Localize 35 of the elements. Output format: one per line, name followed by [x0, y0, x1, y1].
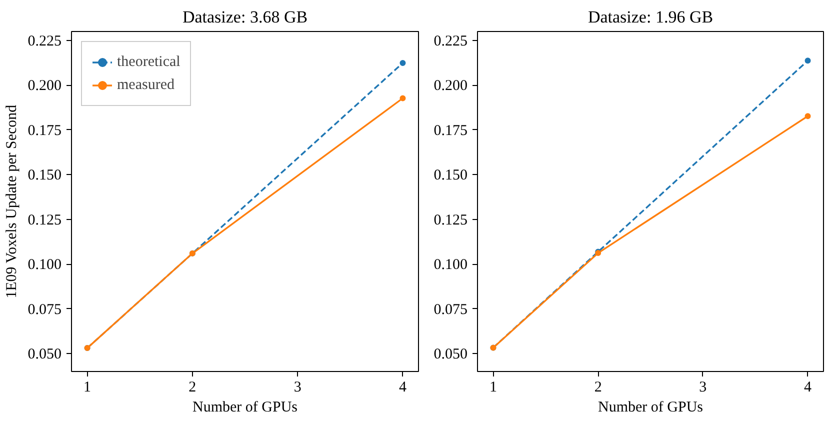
legend-label: measured: [117, 76, 174, 94]
x-tick-label: 3: [699, 380, 707, 396]
chart-title: Datasize: 3.68 GB: [182, 8, 308, 26]
point: [804, 113, 811, 120]
x-axis-title: Number of GPUs: [598, 400, 704, 416]
x-tick-label: 4: [804, 380, 812, 396]
y-tick-label: 0.100: [434, 257, 468, 274]
y-tick-label: 0.150: [28, 168, 62, 184]
x-tick-label: 1: [84, 380, 92, 396]
y-tick-label: 0.150: [434, 168, 468, 184]
y-tick-label: 0.050: [434, 346, 468, 363]
y-tick-label: 0.200: [28, 78, 62, 94]
y-tick-label: 0.125: [434, 212, 468, 228]
x-axis-title: Number of GPUs: [192, 400, 298, 416]
x-tick-label: 2: [594, 380, 602, 396]
point: [804, 58, 811, 64]
y-tick-label: 0.225: [434, 33, 468, 50]
y-tick-label: 0.175: [28, 122, 62, 139]
point: [400, 95, 406, 102]
x-tick-label: 2: [188, 380, 196, 396]
point: [400, 60, 406, 66]
y-axis-title: 1E09 Voxels Update per Second: [4, 104, 20, 298]
x-tick-label: 3: [294, 380, 302, 396]
y-tick-label: 0.050: [28, 346, 62, 363]
legend-label: theoretical: [117, 54, 180, 70]
x-tick-label: 1: [489, 380, 497, 396]
y-tick-label: 0.075: [28, 302, 62, 318]
y-tick-label: 0.225: [28, 33, 62, 50]
y-tick-label: 0.200: [434, 78, 468, 94]
y-tick-label: 0.075: [434, 302, 468, 318]
chart-title: Datasize: 1.96 GB: [588, 8, 714, 26]
y-tick-label: 0.175: [434, 122, 468, 139]
y-tick-label: 0.125: [28, 212, 62, 228]
y-tick-label: 0.100: [28, 257, 62, 274]
x-tick-label: 4: [398, 380, 407, 396]
